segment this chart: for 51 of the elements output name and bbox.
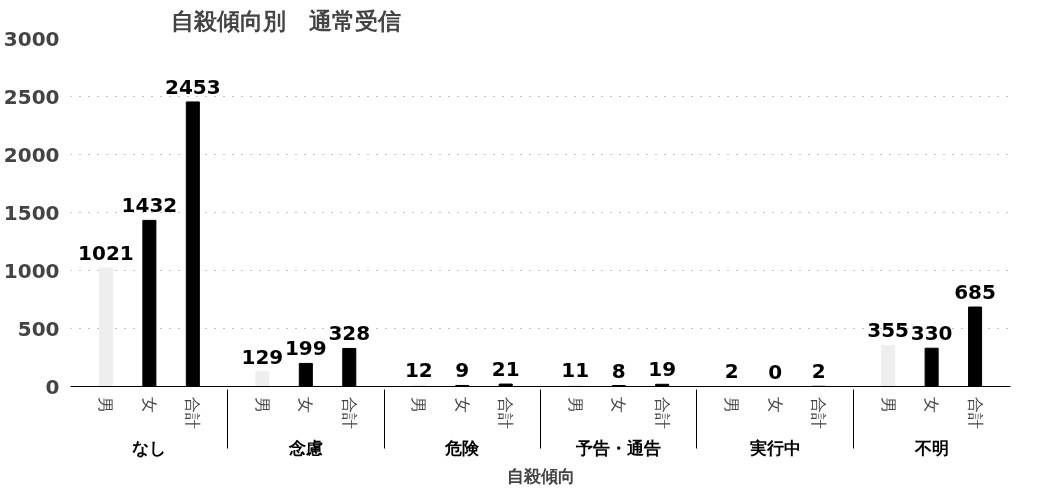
data-label: 328 — [328, 321, 371, 346]
data-label: 330 — [910, 321, 953, 346]
text: なし — [132, 437, 167, 458]
data-label: 21 — [491, 357, 520, 382]
data-label: 685 — [954, 280, 996, 305]
data-label: 2453 — [165, 74, 221, 99]
x-tick-label: 合計 — [339, 397, 359, 430]
x-tick-label: 合計 — [496, 397, 516, 430]
y-tick-label: 0 — [45, 374, 60, 399]
data-label: 1432 — [121, 193, 178, 218]
x-tick-label: 女 — [139, 397, 159, 414]
data-label: 8 — [611, 358, 626, 383]
text: 予告・通告 — [575, 437, 662, 458]
data-label: 129 — [241, 344, 284, 369]
x-tick-label: 女 — [296, 397, 316, 414]
data-label: 9 — [455, 358, 470, 383]
data-label: 355 — [867, 318, 910, 343]
y-tick-label: 2000 — [3, 142, 60, 167]
x-tick-label: 男 — [878, 397, 898, 414]
x-tick-label: 男 — [565, 397, 585, 414]
data-label: 2 — [811, 359, 826, 384]
x-tick-label: 合計 — [183, 397, 203, 430]
y-tick-label: 1000 — [3, 258, 60, 283]
y-tick-label: 1500 — [3, 200, 60, 225]
data-label: 0 — [768, 359, 783, 384]
data-label: 12 — [404, 358, 433, 383]
y-tick-label: 2500 — [3, 84, 60, 109]
x-tick-label: 男 — [252, 397, 272, 414]
text: 不明 — [913, 437, 949, 458]
data-label: 2 — [724, 359, 739, 384]
x-tick-label: 合計 — [809, 397, 829, 430]
text: 危険 — [444, 437, 481, 458]
x-tick-label: 女 — [922, 397, 942, 414]
y-tick-label: 500 — [17, 316, 60, 341]
data-label: 11 — [561, 358, 590, 383]
x-tick-label: 合計 — [965, 397, 985, 430]
x-tick-label: 女 — [609, 397, 629, 414]
text: 実行中 — [748, 437, 801, 458]
x-tick-label: 女 — [765, 397, 785, 414]
x-axis-title: 自殺傾向 — [506, 465, 575, 486]
x-tick-label: 男 — [409, 397, 429, 414]
x-tick-label: 男 — [96, 397, 116, 414]
text: 念慮 — [287, 437, 323, 458]
data-label: 199 — [284, 336, 327, 361]
x-tick-label: 男 — [722, 397, 742, 414]
x-tick-label: 合計 — [652, 397, 672, 430]
data-label: 19 — [648, 357, 677, 382]
y-tick-label: 3000 — [3, 26, 60, 51]
chart-title: 自殺傾向別 通常受信 — [170, 7, 401, 34]
x-tick-label: 女 — [452, 397, 472, 414]
data-label: 1021 — [78, 241, 134, 266]
